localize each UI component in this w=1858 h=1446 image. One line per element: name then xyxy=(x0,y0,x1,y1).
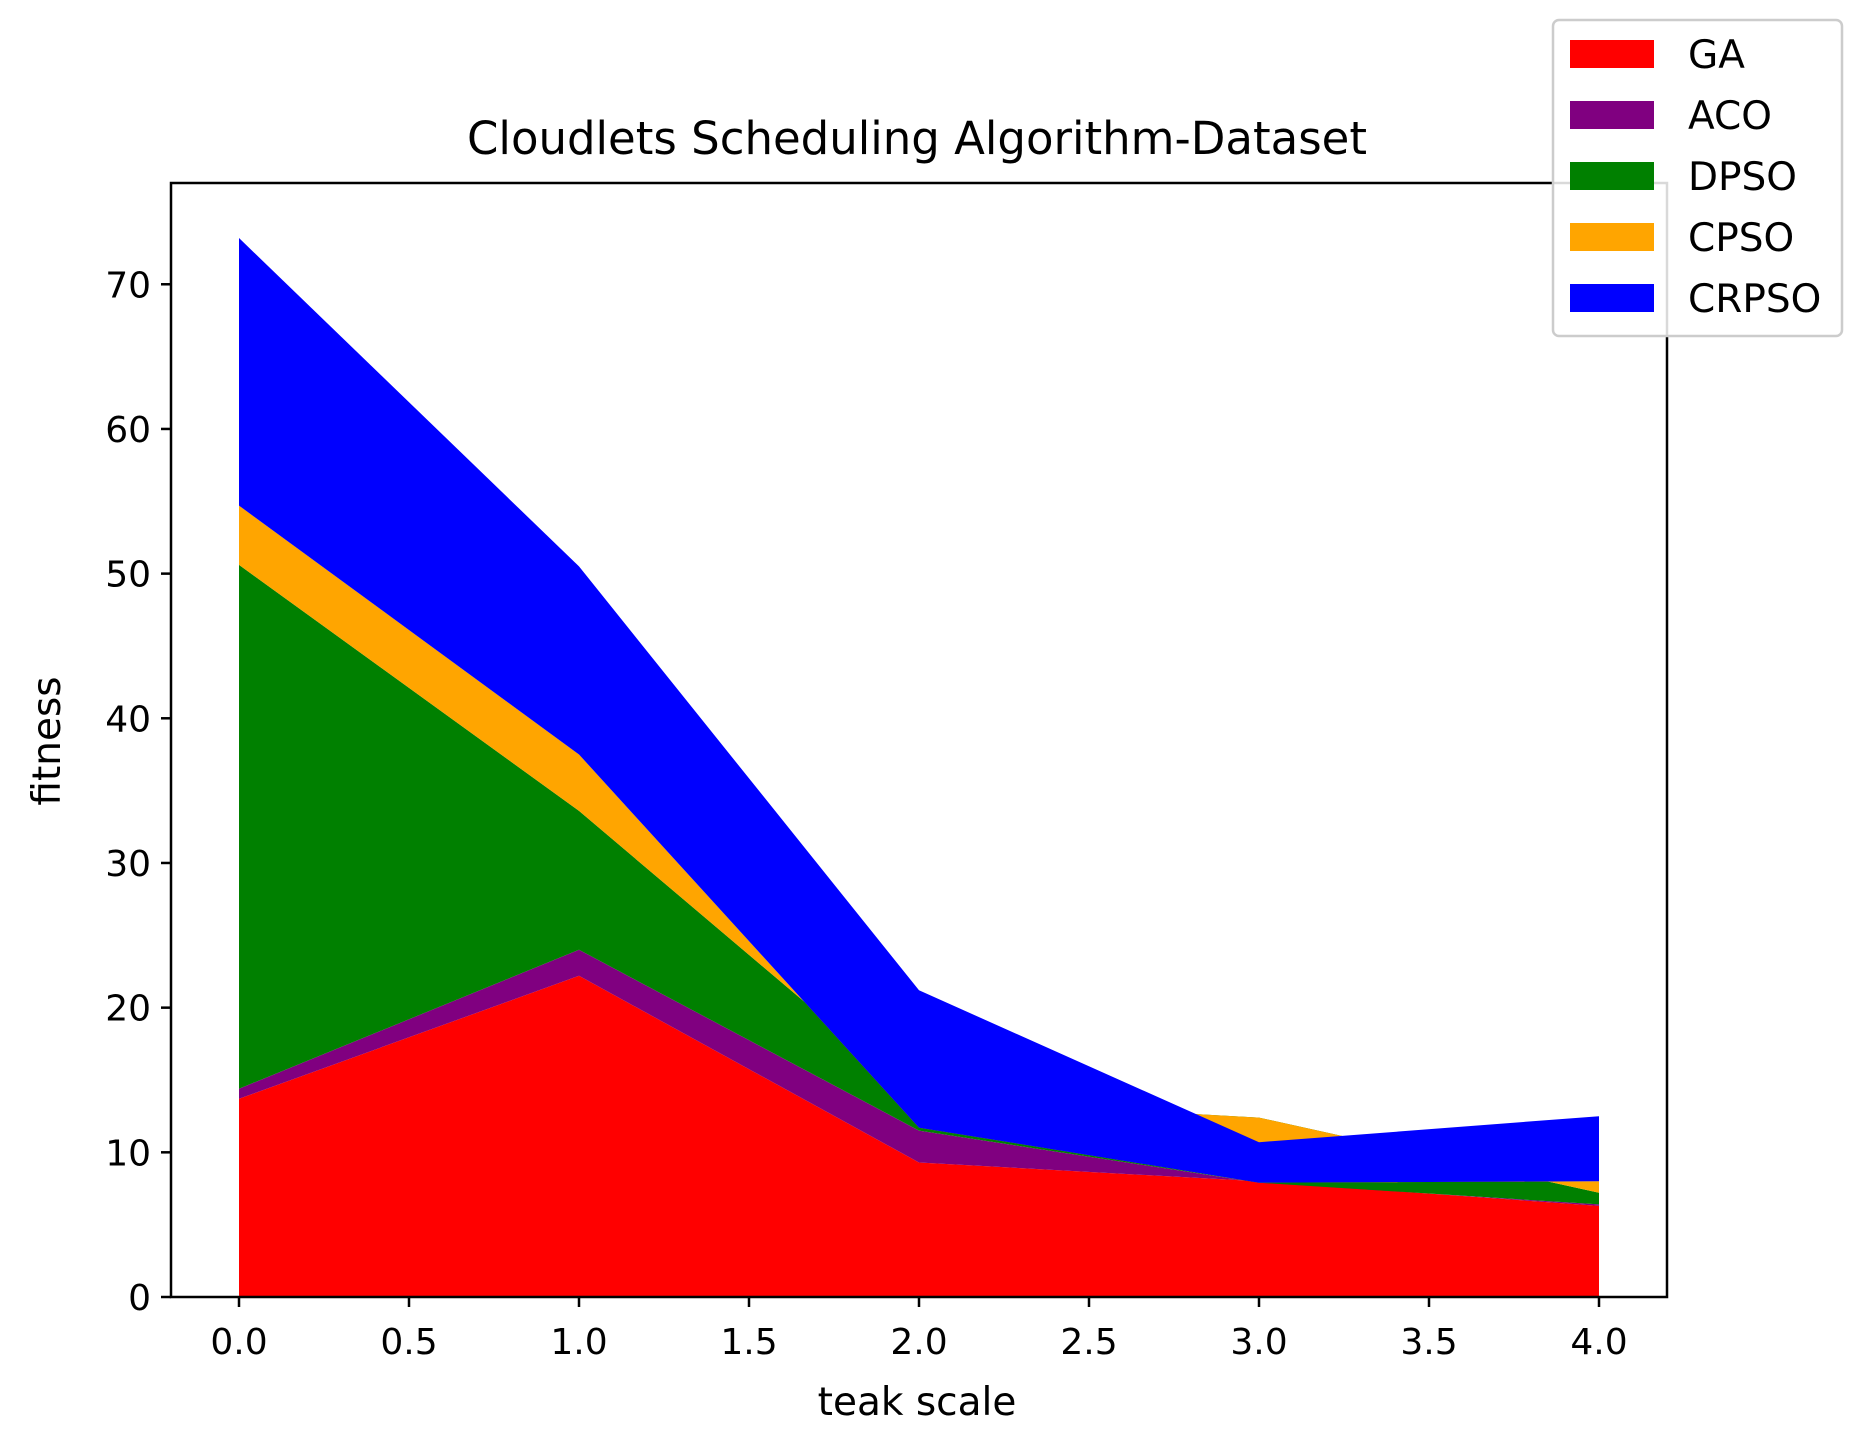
y-tick-label: 10 xyxy=(105,1133,151,1174)
area-aco xyxy=(239,949,1599,1206)
y-axis-ticks: 0 10 20 30 40 50 60 70 xyxy=(105,265,171,1319)
x-tick-label: 2.5 xyxy=(1060,1322,1117,1363)
legend-label-aco: ACO xyxy=(1688,94,1772,139)
x-tick-label: 1.0 xyxy=(550,1322,607,1363)
legend-swatch-ga xyxy=(1570,40,1654,68)
x-tick-label: 3.5 xyxy=(1400,1322,1457,1363)
legend-swatch-aco xyxy=(1570,101,1654,129)
y-tick-label: 50 xyxy=(105,555,151,596)
x-tick-label: 0.0 xyxy=(210,1322,267,1363)
area-dpso xyxy=(239,564,1599,1205)
legend-label-cpso: CPSO xyxy=(1688,216,1794,261)
legend-box xyxy=(1551,18,1844,338)
legend-label-dpso: DPSO xyxy=(1688,155,1797,200)
area-crpso xyxy=(239,238,1599,1183)
legend-swatch-cpso xyxy=(1570,223,1654,251)
legend-label-ga: GA xyxy=(1688,33,1745,78)
x-axis-label: teak scale xyxy=(818,1380,1017,1425)
y-tick-label: 20 xyxy=(105,989,151,1030)
x-tick-label: 4.0 xyxy=(1570,1322,1627,1363)
legend-swatch-crpso xyxy=(1570,284,1654,312)
x-axis-ticks: 0.0 0.5 1.0 1.5 2.0 2.5 3.0 3.5 4.0 xyxy=(210,1297,1628,1363)
plot-areas xyxy=(239,238,1599,1297)
y-tick-label: 40 xyxy=(105,699,151,740)
y-tick-label: 70 xyxy=(105,265,151,306)
y-tick-label: 60 xyxy=(105,410,151,451)
x-tick-label: 1.5 xyxy=(720,1322,777,1363)
chart-title: Cloudlets Scheduling Algorithm-Dataset xyxy=(467,112,1367,165)
x-tick-label: 3.0 xyxy=(1230,1322,1287,1363)
y-axis-label: fitness xyxy=(25,676,70,805)
legend-swatch-dpso xyxy=(1570,162,1654,190)
legend: GA ACO DPSO CPSO CRPSO xyxy=(1551,18,1844,338)
x-tick-label: 0.5 xyxy=(380,1322,437,1363)
legend-label-crpso: CRPSO xyxy=(1688,277,1821,322)
x-tick-label: 2.0 xyxy=(890,1322,947,1363)
y-tick-label: 0 xyxy=(128,1278,151,1319)
area-ga xyxy=(239,975,1599,1297)
y-tick-label: 30 xyxy=(105,844,151,885)
